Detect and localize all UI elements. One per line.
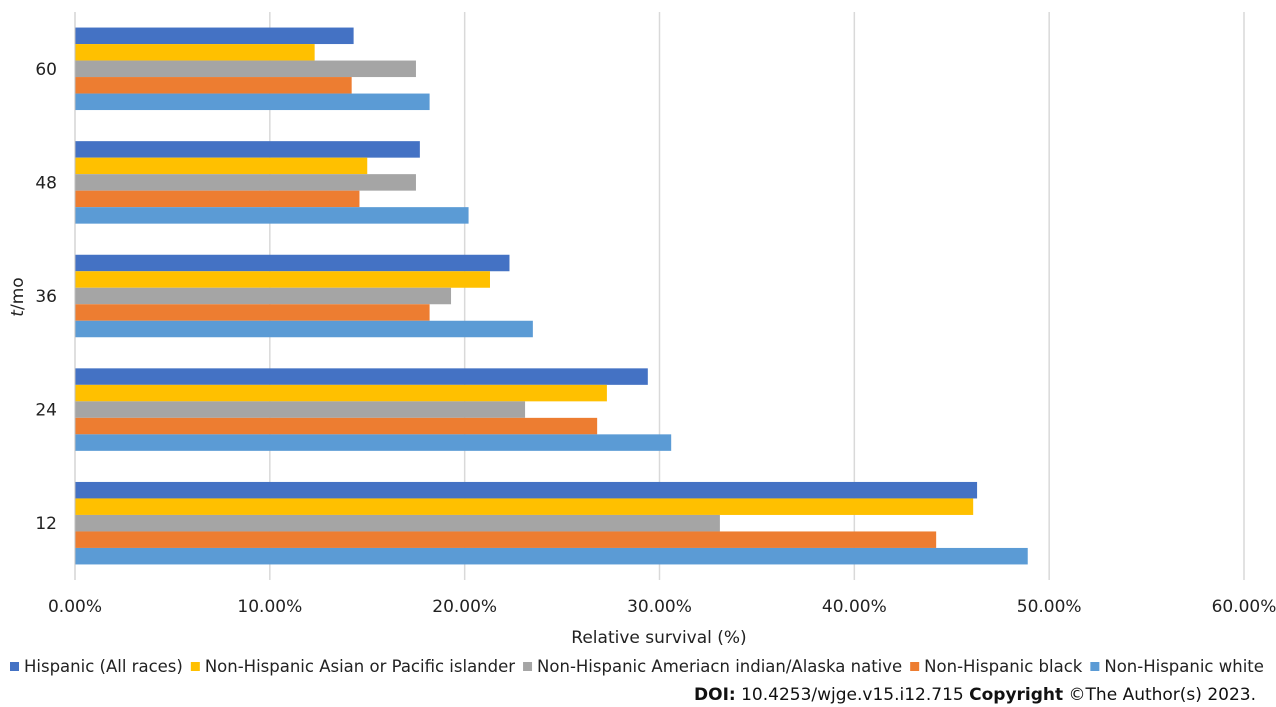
bar — [75, 401, 526, 418]
x-tick-label: 0.00% — [48, 597, 102, 617]
legend-label: Hispanic (All races) — [24, 657, 183, 676]
legend-swatch — [10, 662, 19, 671]
legend-item: Non-Hispanic white — [1090, 657, 1264, 676]
y-tick-label: 48 — [35, 173, 57, 193]
bar — [75, 498, 974, 515]
x-tick-label: 50.00% — [1017, 597, 1082, 617]
y-tick-label: 24 — [35, 401, 57, 421]
doi-label: DOI: — [694, 685, 736, 705]
x-axis-title: Relative survival (%) — [571, 628, 746, 648]
legend-swatch — [910, 662, 920, 671]
legend-swatch — [523, 662, 533, 671]
x-tick-label: 10.00% — [237, 597, 302, 617]
x-tick-label: 20.00% — [432, 597, 497, 617]
legend-label: Non-Hispanic black — [924, 657, 1083, 676]
x-tick-labels: 0.00% 10.00% 20.00% 30.00% 40.00% 50.00% 60.00… — [48, 597, 1276, 617]
legend-item: Hispanic (All races) — [10, 657, 183, 676]
copyright-label: Copyright — [969, 685, 1064, 705]
doi-value: 10.4253/wjge.v15.i12.715 — [735, 685, 970, 705]
legend-swatch — [190, 662, 200, 671]
legend: Hispanic (All races) Non-Hispanic Asian o… — [10, 657, 1264, 676]
bar — [75, 287, 452, 305]
y-tick-label: 12 — [35, 514, 57, 534]
legend-item: Non-Hispanic black — [910, 657, 1083, 676]
bar — [75, 174, 416, 191]
y-axis-title-italic: t — [8, 309, 28, 317]
bar — [75, 514, 720, 532]
bar — [75, 60, 416, 78]
bar — [75, 27, 354, 45]
bar — [75, 320, 533, 338]
bar — [75, 304, 430, 321]
x-tick-label: 30.00% — [627, 597, 692, 617]
legend-label: Non-Hispanic white — [1104, 657, 1264, 676]
bar — [75, 271, 490, 288]
legend-label: Non-Hispanic Asian or Pacific islander — [205, 657, 515, 676]
bar — [75, 368, 648, 385]
bar — [75, 384, 607, 402]
bar — [75, 531, 937, 548]
y-tick-label: 60 — [35, 60, 57, 80]
bar — [75, 77, 352, 94]
y-axis-title: t/mo — [8, 277, 28, 316]
bar — [75, 207, 469, 224]
bar — [75, 254, 510, 272]
legend-swatch — [1090, 662, 1100, 671]
legend-item: Non-Hispanic Asian or Pacific islander — [190, 657, 515, 676]
bar — [75, 434, 672, 451]
y-tick-label: 36 — [35, 287, 57, 307]
bar — [75, 547, 1028, 565]
bar — [75, 481, 978, 499]
bar — [75, 157, 368, 175]
bar — [75, 190, 360, 208]
y-axis-title-unit: /mo — [8, 277, 28, 310]
copyright-value: ©The Author(s) 2023. — [1063, 685, 1256, 705]
bar — [75, 141, 420, 158]
bar — [75, 44, 315, 61]
bar — [75, 93, 430, 111]
x-tick-label: 60.00% — [1212, 597, 1276, 617]
bars — [75, 27, 1028, 565]
citation-footer: DOI: 10.4253/wjge.v15.i12.715 Copyright … — [694, 685, 1256, 705]
x-tick-label: 40.00% — [822, 597, 887, 617]
bar — [75, 417, 598, 435]
y-tick-labels: 60 48 36 24 12 — [35, 60, 57, 534]
legend-item: Non-Hispanic Ameriacn indian/Alaska nati… — [523, 657, 902, 676]
legend-label: Non-Hispanic Ameriacn indian/Alaska nati… — [537, 657, 902, 676]
